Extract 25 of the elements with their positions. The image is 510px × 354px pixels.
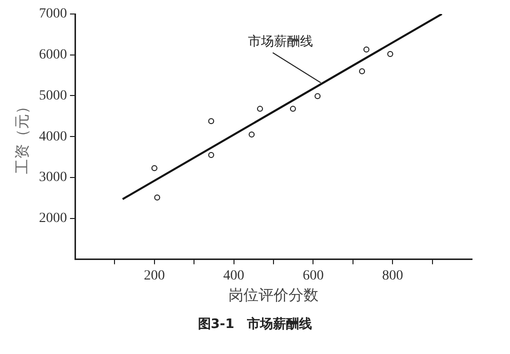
point <box>154 194 160 200</box>
point <box>257 106 263 112</box>
caption: 图3-1 市场薪酬线 <box>196 316 314 333</box>
point <box>248 132 255 138</box>
y-tick-label: 4000 <box>39 129 67 144</box>
point <box>387 51 394 58</box>
point <box>359 68 366 74</box>
annotation: 市场薪酬线 <box>248 34 314 50</box>
y-tick-label: 2000 <box>39 211 67 226</box>
point <box>151 165 158 172</box>
x-axis-title: 岗位评价分数 <box>228 286 318 304</box>
y-tick-label: 3000 <box>39 170 67 186</box>
x-tick-label: 200 <box>144 268 165 284</box>
x-tick-label: 400 <box>223 268 244 284</box>
x-tick-label: 800 <box>382 268 404 284</box>
point <box>290 106 296 112</box>
y-tick-label: 7000 <box>39 6 67 22</box>
point <box>363 46 370 53</box>
point <box>208 118 214 124</box>
y-axis-title: 工资（元） <box>14 99 31 174</box>
y-tick-label: 5000 <box>39 88 67 104</box>
x-tick-label: 600 <box>302 268 324 284</box>
point <box>314 93 321 100</box>
point <box>208 152 214 158</box>
y-tick-label: 6000 <box>39 48 67 63</box>
